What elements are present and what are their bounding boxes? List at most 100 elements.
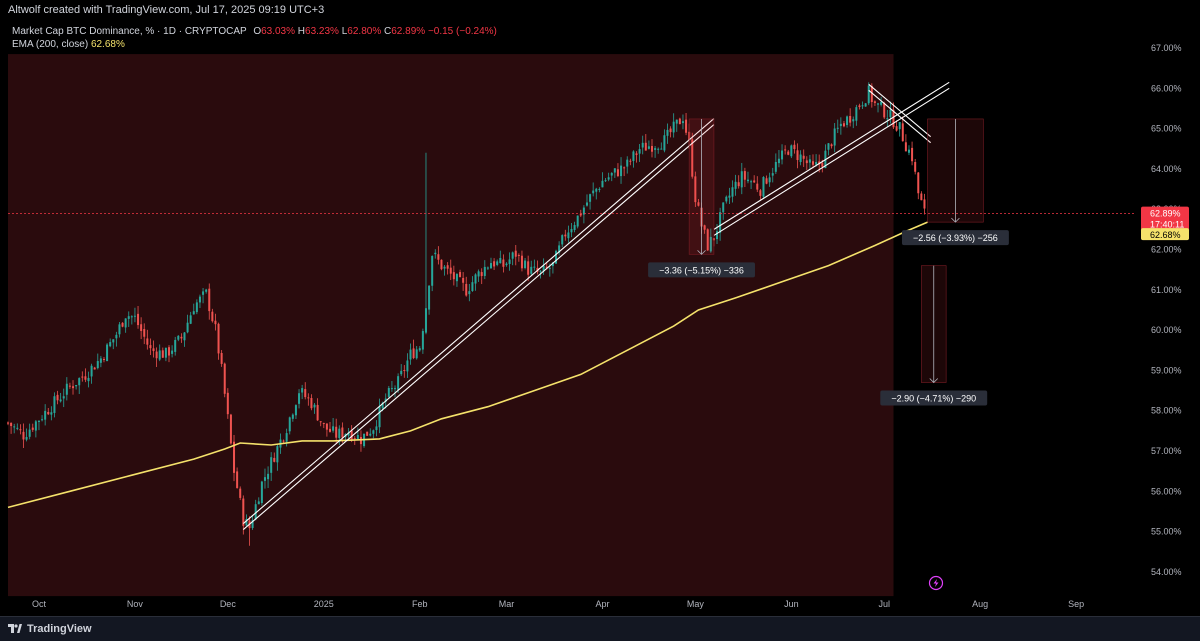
tradingview-brand[interactable]: TradingView (8, 622, 92, 635)
candle-body (319, 421, 322, 423)
candle-body (356, 435, 359, 439)
candle-body (784, 149, 787, 151)
y-tick-label: 64.00% (1151, 164, 1182, 174)
ema-label[interactable]: EMA (200, close) (12, 39, 89, 50)
candle-body (372, 430, 375, 434)
candle-body (13, 426, 16, 428)
measure-arrow-head (951, 217, 960, 223)
candle-body (341, 427, 344, 438)
candle-body (846, 116, 849, 126)
candle-body (87, 377, 90, 382)
candle-body (186, 322, 189, 333)
candle-body (152, 348, 155, 352)
candle-body (140, 324, 143, 331)
y-tick-label: 62.00% (1151, 245, 1182, 255)
ema-line (7, 221, 928, 509)
candle-body (133, 315, 136, 317)
candle-body (610, 172, 613, 176)
candle-body (381, 402, 384, 409)
candle-body (657, 148, 660, 150)
candle-body (93, 367, 96, 370)
candle-body (353, 438, 356, 440)
candle-body (483, 266, 486, 276)
candle-body (202, 291, 205, 295)
candle-body (839, 123, 842, 127)
candle-body (288, 417, 291, 432)
candle-body (691, 139, 694, 177)
candle-body (527, 261, 530, 275)
candle-body (22, 431, 25, 440)
candle-body (421, 331, 424, 350)
candle-body (217, 323, 220, 354)
candle-body (539, 270, 542, 272)
candle-body (124, 318, 127, 328)
candle-body (914, 162, 917, 172)
candle-body (595, 188, 598, 192)
candle-body (842, 123, 845, 127)
symbol-name[interactable]: Market Cap BTC Dominance, % · 1D · CRYPT… (12, 26, 247, 37)
candle-body (542, 265, 545, 272)
measure-label: −3.36 (−5.15%) −336 (659, 265, 744, 275)
candle-body (350, 430, 353, 440)
candle-body (533, 266, 536, 268)
trendline (713, 87, 950, 236)
measure-arrow-head (697, 250, 706, 255)
candle-body (446, 265, 449, 269)
candle-body (146, 338, 149, 345)
candle-body (276, 446, 279, 463)
candle-body (883, 103, 886, 118)
candle-body (551, 262, 554, 267)
candle-body (833, 128, 836, 146)
candle-body (895, 126, 898, 131)
candle-body (229, 414, 232, 444)
candle-body (722, 202, 725, 213)
candle-body (424, 308, 427, 333)
candle-body (369, 433, 372, 436)
candle-body (892, 109, 895, 128)
candle-body (28, 429, 31, 437)
lightning-icon[interactable] (928, 575, 944, 591)
ema-legend[interactable]: EMA (200, close) 62.68% (12, 39, 125, 50)
candle-body (251, 520, 254, 529)
candle-body (19, 429, 22, 431)
candle-body (579, 213, 582, 216)
candle-body (270, 457, 273, 473)
candle-body (558, 245, 561, 253)
candle-body (332, 426, 335, 431)
candle-body (378, 406, 381, 428)
y-tick-label: 58.00% (1151, 406, 1182, 416)
x-tick-label: Jul (878, 599, 890, 609)
y-tick-label: 54.00% (1151, 567, 1182, 577)
candle-body (394, 388, 397, 390)
candle-body (474, 274, 477, 284)
header-bar: Altwolf created with TradingView.com, Ju… (0, 0, 1200, 20)
time-axis[interactable]: Oct Nov Dec 2025 Feb Mar Apr May Jun Jul Aug Sep (32, 599, 1084, 609)
candle-body (765, 178, 768, 184)
candle-body (592, 190, 595, 194)
candle-body (753, 180, 756, 183)
candle-body (257, 501, 260, 505)
measure-label-bg (648, 262, 755, 278)
measure-tools[interactable]: −3.36 (−5.15%) −336 −2.56 (−3.93%) −256 −2… (648, 118, 1009, 406)
candle-body (155, 351, 158, 359)
ohlc-close: 62.89% (391, 26, 426, 37)
candle-body (282, 440, 285, 442)
x-tick-label: Oct (32, 599, 47, 609)
x-tick-label: Mar (499, 599, 515, 609)
candle-body (898, 122, 901, 130)
symbol-legend[interactable]: Market Cap BTC Dominance, % · 1D · CRYPT… (12, 26, 497, 37)
x-tick-label: Feb (412, 599, 428, 609)
candle-body (517, 254, 520, 256)
y-tick-label: 57.00% (1151, 446, 1182, 456)
candle-body (716, 231, 719, 240)
candle-body (443, 266, 446, 269)
candle-body (570, 229, 573, 233)
candle-body (121, 322, 124, 327)
candle-body (750, 181, 753, 183)
candle-body (47, 411, 50, 415)
candle-body (836, 127, 839, 129)
candle-body (214, 320, 217, 325)
candle-body (787, 151, 790, 155)
candle-body (877, 103, 880, 105)
